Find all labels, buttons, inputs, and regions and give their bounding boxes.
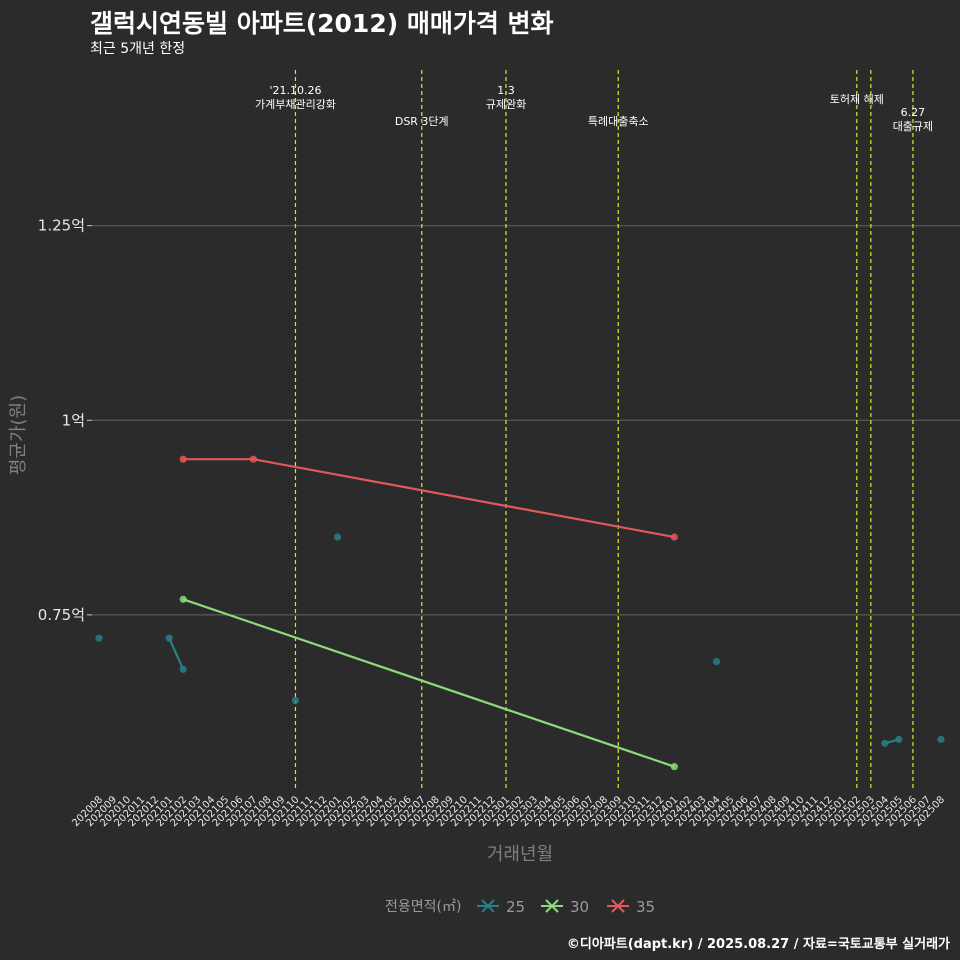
- event-label: 특례대출축소: [588, 115, 649, 128]
- event-label: 규제완화: [486, 98, 526, 111]
- y-tick-label: 0.75억: [38, 606, 85, 624]
- legend-key-cross-b-35: [611, 899, 625, 913]
- series-35-line-1: [253, 458, 675, 539]
- series-30-point-202102: [179, 595, 187, 603]
- x-axis-title: 거래년월: [487, 844, 553, 865]
- series-25-point-202101: [165, 634, 173, 642]
- event-label: 토허제 해제: [830, 92, 884, 106]
- event-label: DSR 3단계: [395, 115, 449, 128]
- series-30-point-202401: [670, 763, 678, 771]
- series-25-point-202505: [895, 735, 903, 744]
- series-25-point-202404: [712, 657, 721, 666]
- event-label: 대출규제: [893, 120, 933, 133]
- y-tick-label: 1.25억: [38, 217, 85, 235]
- legend-title: 전용면적(㎡): [385, 899, 461, 915]
- chart-subtitle: 최근 5개년 한정: [90, 41, 186, 57]
- y-axis-title: 평균가(원): [8, 395, 29, 475]
- legend-label-35: 35: [636, 898, 655, 916]
- series-25-point-202508: [937, 735, 945, 744]
- legend-label-30: 30: [570, 898, 589, 916]
- event-label: 6.27: [901, 106, 926, 119]
- series-35-point-202401: [670, 533, 678, 541]
- series-30-line-0: [182, 598, 675, 768]
- chart-title: 갤럭시연동빌 아파트(2012) 매매가격 변화: [90, 9, 554, 38]
- chart-caption: ©디아파트(dapt.kr) / 2025.08.27 / 자료=국토교통부 실…: [566, 937, 950, 952]
- legend-key-cross-b-25: [481, 899, 495, 913]
- series-25-point-202102: [179, 665, 187, 673]
- series-25-point-202201: [333, 533, 342, 541]
- series-25-point-202008: [95, 634, 103, 642]
- series-35-point-202107: [249, 455, 257, 463]
- event-label: '21.10.26: [269, 84, 321, 97]
- series-25-point-202110: [291, 696, 300, 705]
- legend-key-cross-b-30: [545, 899, 559, 913]
- series-25-line-0: [168, 637, 185, 670]
- series-25-point-202504: [881, 739, 889, 747]
- series-35-point-202102: [179, 455, 187, 463]
- legend-label-25: 25: [506, 898, 525, 916]
- event-label: 가계부채관리강화: [255, 98, 336, 111]
- event-label: 1.3: [497, 84, 515, 97]
- y-tick-label: 1억: [62, 411, 85, 429]
